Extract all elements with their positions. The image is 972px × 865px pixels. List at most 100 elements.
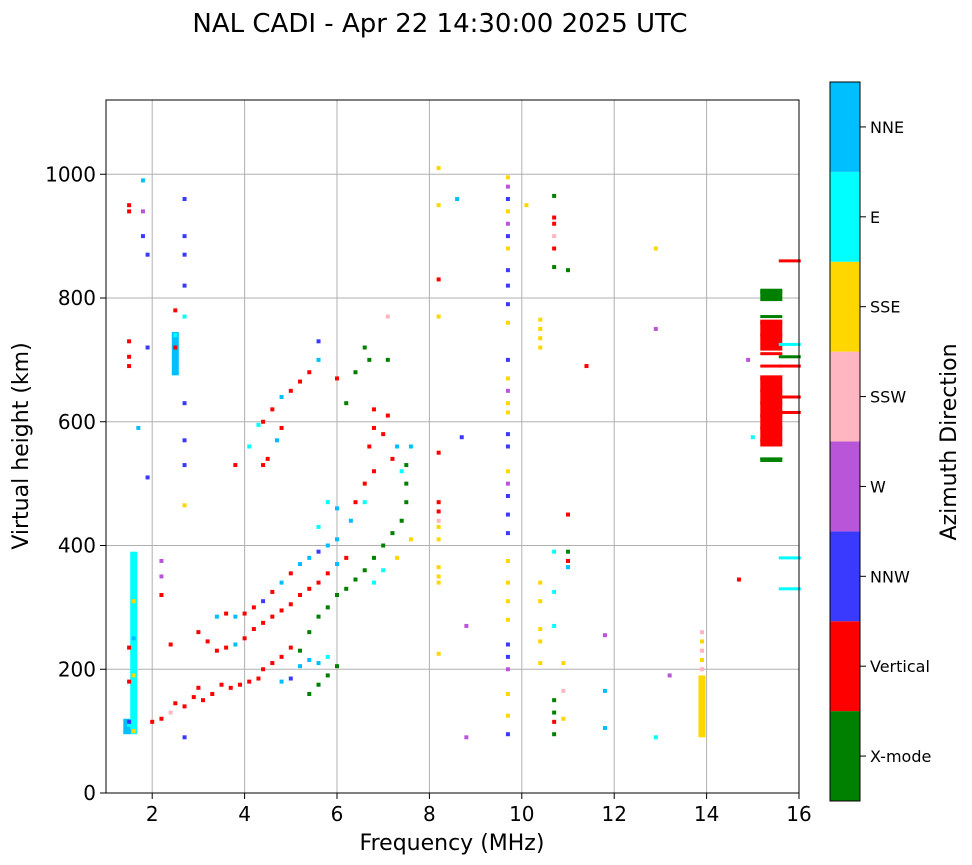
colorbar-tick-label: NNE (870, 118, 904, 137)
data-point (395, 444, 400, 449)
data-point (653, 246, 658, 251)
data-point (274, 438, 279, 443)
data-point (298, 648, 303, 653)
data-point (566, 558, 570, 563)
data-point (173, 333, 178, 338)
data-point (602, 633, 607, 638)
data-point (552, 265, 557, 270)
data-point (404, 481, 409, 486)
data-point (288, 645, 293, 650)
data-point (247, 679, 252, 684)
data-point (552, 732, 557, 737)
x-tick-label: 2 (146, 802, 159, 826)
data-point (385, 413, 390, 418)
colorbar-label: Azimuth Direction (937, 343, 962, 540)
data-point (436, 537, 441, 542)
data-point (201, 698, 206, 703)
data-point (760, 315, 783, 319)
data-point (233, 463, 238, 468)
data-point (760, 290, 783, 294)
data-point (404, 500, 409, 505)
data-point (279, 608, 284, 613)
data-point (561, 688, 566, 693)
data-point (538, 661, 543, 666)
data-point (699, 716, 704, 721)
data-point (127, 354, 132, 359)
data-point (552, 710, 557, 715)
data-point (436, 500, 441, 505)
data-point (353, 577, 358, 582)
data-point (307, 555, 312, 560)
colorbar-tick-label: E (870, 208, 880, 227)
data-point (390, 531, 395, 536)
data-point (251, 605, 256, 610)
data-point (335, 562, 339, 567)
data-point (261, 463, 266, 468)
data-point (455, 197, 460, 201)
data-point (316, 339, 321, 344)
data-point (307, 630, 312, 635)
data-point (552, 221, 557, 226)
data-point (505, 531, 510, 536)
data-point (371, 469, 376, 474)
data-point (505, 302, 510, 307)
data-point (505, 732, 510, 737)
data-point (182, 463, 187, 468)
data-point (505, 512, 510, 517)
data-point (699, 688, 704, 693)
data-point (760, 333, 783, 337)
data-point (131, 580, 136, 585)
data-point (505, 376, 510, 381)
data-point (131, 562, 136, 567)
y-tick-label: 400 (58, 534, 96, 558)
data-point (436, 651, 441, 656)
colorbar-segment (830, 82, 860, 172)
x-tick-label: 14 (694, 802, 719, 826)
data-point (505, 197, 510, 201)
x-axis-label: Frequency (MHz) (360, 831, 545, 856)
data-point (602, 726, 607, 731)
colorbar-segment (830, 621, 860, 712)
data-point (353, 500, 358, 505)
data-point (131, 617, 136, 622)
data-point (127, 722, 132, 727)
data-point (140, 234, 145, 239)
data-point (127, 679, 132, 684)
grid-lines (106, 100, 800, 794)
data-point (760, 376, 783, 380)
data-point (127, 203, 132, 208)
data-point (298, 593, 303, 597)
data-point (335, 664, 339, 669)
data-point (131, 654, 136, 659)
data-point (256, 422, 261, 427)
data-point (552, 246, 557, 251)
chart-title: NAL CADI - Apr 22 14:30:00 2025 UTC (192, 9, 687, 39)
data-point (552, 215, 557, 220)
data-point (524, 203, 529, 208)
data-point (538, 599, 543, 604)
y-tick-label: 0 (83, 781, 96, 805)
colorbar-tick-label: NNW (870, 567, 910, 586)
data-point (127, 364, 132, 369)
data-point (760, 457, 783, 461)
data-point (247, 444, 252, 449)
data-point (279, 425, 284, 430)
data-point (371, 555, 376, 560)
colorbar-tick-label: X-mode (870, 747, 931, 766)
data-point (505, 410, 510, 415)
data-point (667, 673, 672, 678)
data-point (505, 481, 510, 486)
data-point (270, 614, 275, 619)
data-point (288, 676, 293, 681)
data-point (251, 627, 256, 632)
data-point (505, 268, 510, 273)
y-axis-label: Virtual height (km) (9, 342, 34, 549)
data-point (399, 518, 404, 523)
data-point (196, 630, 201, 635)
data-point (131, 636, 136, 641)
data-point (381, 568, 386, 573)
data-point (214, 648, 219, 653)
data-point (505, 175, 510, 180)
data-point (159, 593, 164, 597)
data-point (653, 326, 658, 331)
